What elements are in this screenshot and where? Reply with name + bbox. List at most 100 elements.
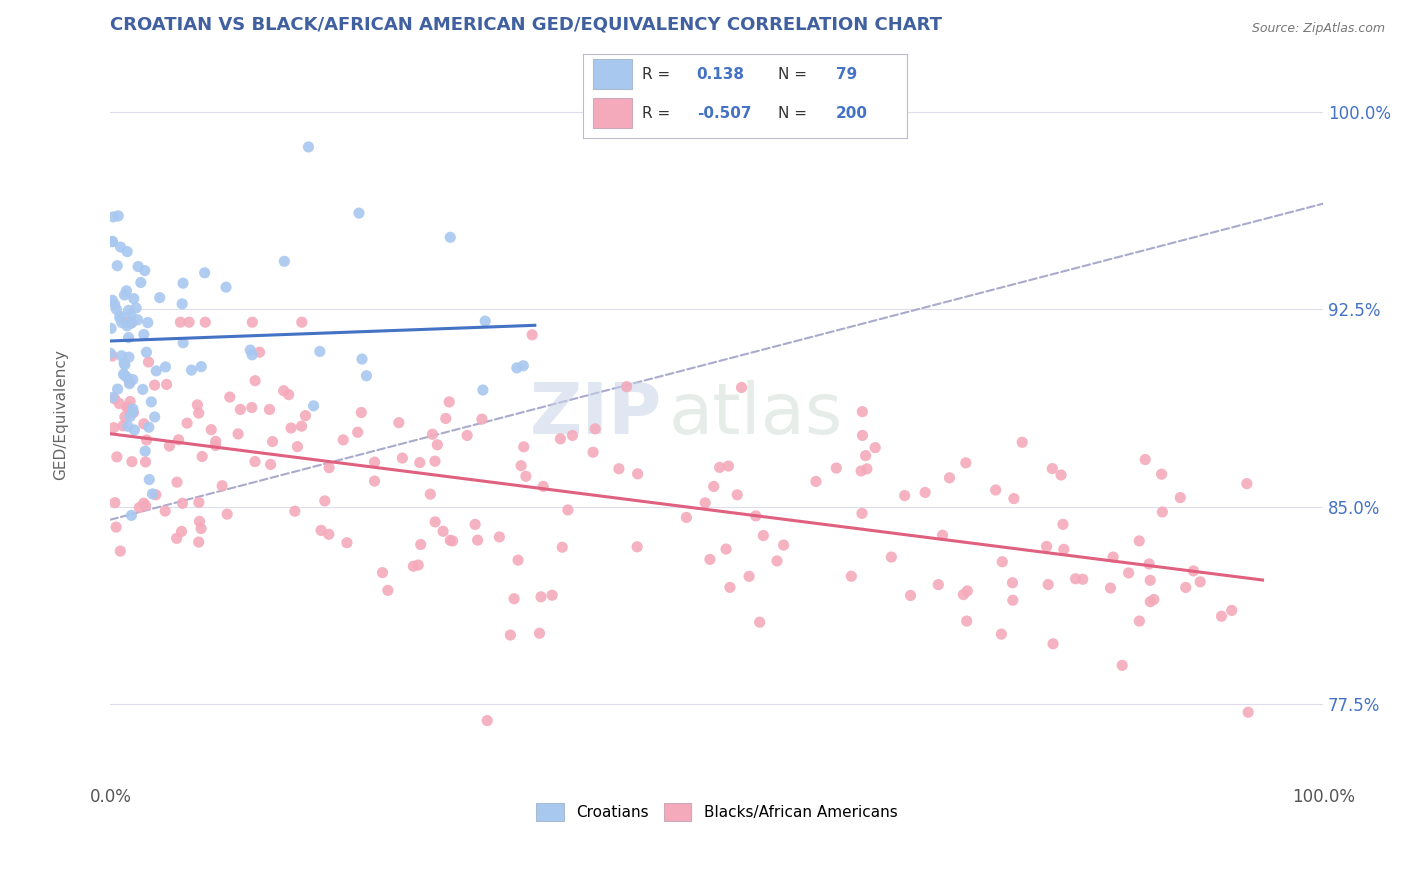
Point (938, 471, 960, 485)
Point (541, 588, 564, 602)
Point (134, 263, 156, 277)
Point (1050, 468, 1073, 483)
Point (190, 522, 212, 536)
Point (990, 627, 1012, 641)
Point (423, 454, 446, 468)
Point (551, 540, 574, 554)
Point (172, 276, 194, 290)
Point (1128, 614, 1150, 628)
Point (1111, 658, 1133, 673)
Point (112, 367, 135, 381)
Point (169, 315, 191, 329)
Point (1064, 572, 1087, 586)
Point (363, 474, 385, 488)
Point (157, 439, 180, 453)
Point (115, 315, 138, 329)
Point (110, 544, 132, 558)
Point (115, 244, 138, 259)
Point (101, 349, 124, 363)
Point (391, 451, 413, 466)
Point (409, 456, 432, 470)
Point (863, 441, 886, 455)
Point (1139, 595, 1161, 609)
Point (135, 345, 157, 359)
Point (1143, 592, 1166, 607)
Point (188, 515, 211, 529)
Point (1236, 476, 1258, 491)
Point (215, 280, 238, 294)
Point (318, 460, 340, 475)
Point (121, 405, 143, 419)
Point (1137, 557, 1160, 571)
Point (893, 489, 915, 503)
Point (1139, 574, 1161, 588)
Point (856, 462, 879, 476)
Point (512, 359, 534, 373)
Point (191, 450, 214, 464)
Point (273, 384, 295, 398)
Point (155, 377, 177, 392)
Point (515, 469, 537, 483)
Point (177, 315, 200, 329)
Point (1189, 574, 1212, 589)
Point (243, 374, 266, 388)
Point (115, 284, 138, 298)
Point (120, 308, 142, 322)
Point (115, 401, 138, 415)
Point (955, 456, 977, 470)
Point (513, 440, 536, 454)
Point (377, 583, 399, 598)
Point (336, 535, 359, 549)
Point (110, 240, 132, 254)
Point (155, 359, 177, 374)
Point (117, 419, 139, 434)
Point (121, 315, 143, 329)
Point (991, 555, 1014, 569)
Point (432, 524, 454, 539)
Point (118, 315, 141, 329)
Point (135, 433, 157, 447)
Point (626, 540, 648, 554)
Y-axis label: GED/Equivalency: GED/Equivalency (53, 349, 67, 480)
Point (186, 398, 208, 412)
Point (499, 628, 522, 642)
Point (363, 455, 385, 469)
Point (118, 350, 141, 364)
Point (291, 315, 314, 329)
Point (350, 352, 373, 367)
Point (550, 432, 572, 446)
Point (506, 360, 529, 375)
Point (138, 420, 160, 434)
Point (107, 382, 129, 396)
Point (530, 590, 553, 604)
Point (1002, 491, 1025, 506)
Point (529, 626, 551, 640)
Point (132, 417, 155, 431)
Point (187, 535, 209, 549)
Point (117, 303, 139, 318)
Point (149, 291, 172, 305)
Point (153, 504, 176, 518)
Point (136, 316, 159, 330)
Point (143, 378, 166, 392)
Point (426, 438, 449, 452)
Point (956, 583, 979, 598)
Point (128, 500, 150, 515)
Point (441, 533, 464, 548)
Point (122, 406, 145, 420)
Point (1128, 533, 1150, 548)
Point (520, 327, 543, 342)
Point (229, 402, 252, 417)
Point (170, 524, 193, 539)
Point (1118, 566, 1140, 580)
Point (141, 395, 163, 409)
Point (952, 588, 974, 602)
Point (474, 314, 496, 328)
Point (477, 714, 499, 728)
Point (607, 462, 630, 476)
Point (297, 140, 319, 154)
Point (984, 483, 1007, 497)
Point (118, 376, 141, 390)
Point (111, 418, 134, 433)
Point (134, 444, 156, 458)
